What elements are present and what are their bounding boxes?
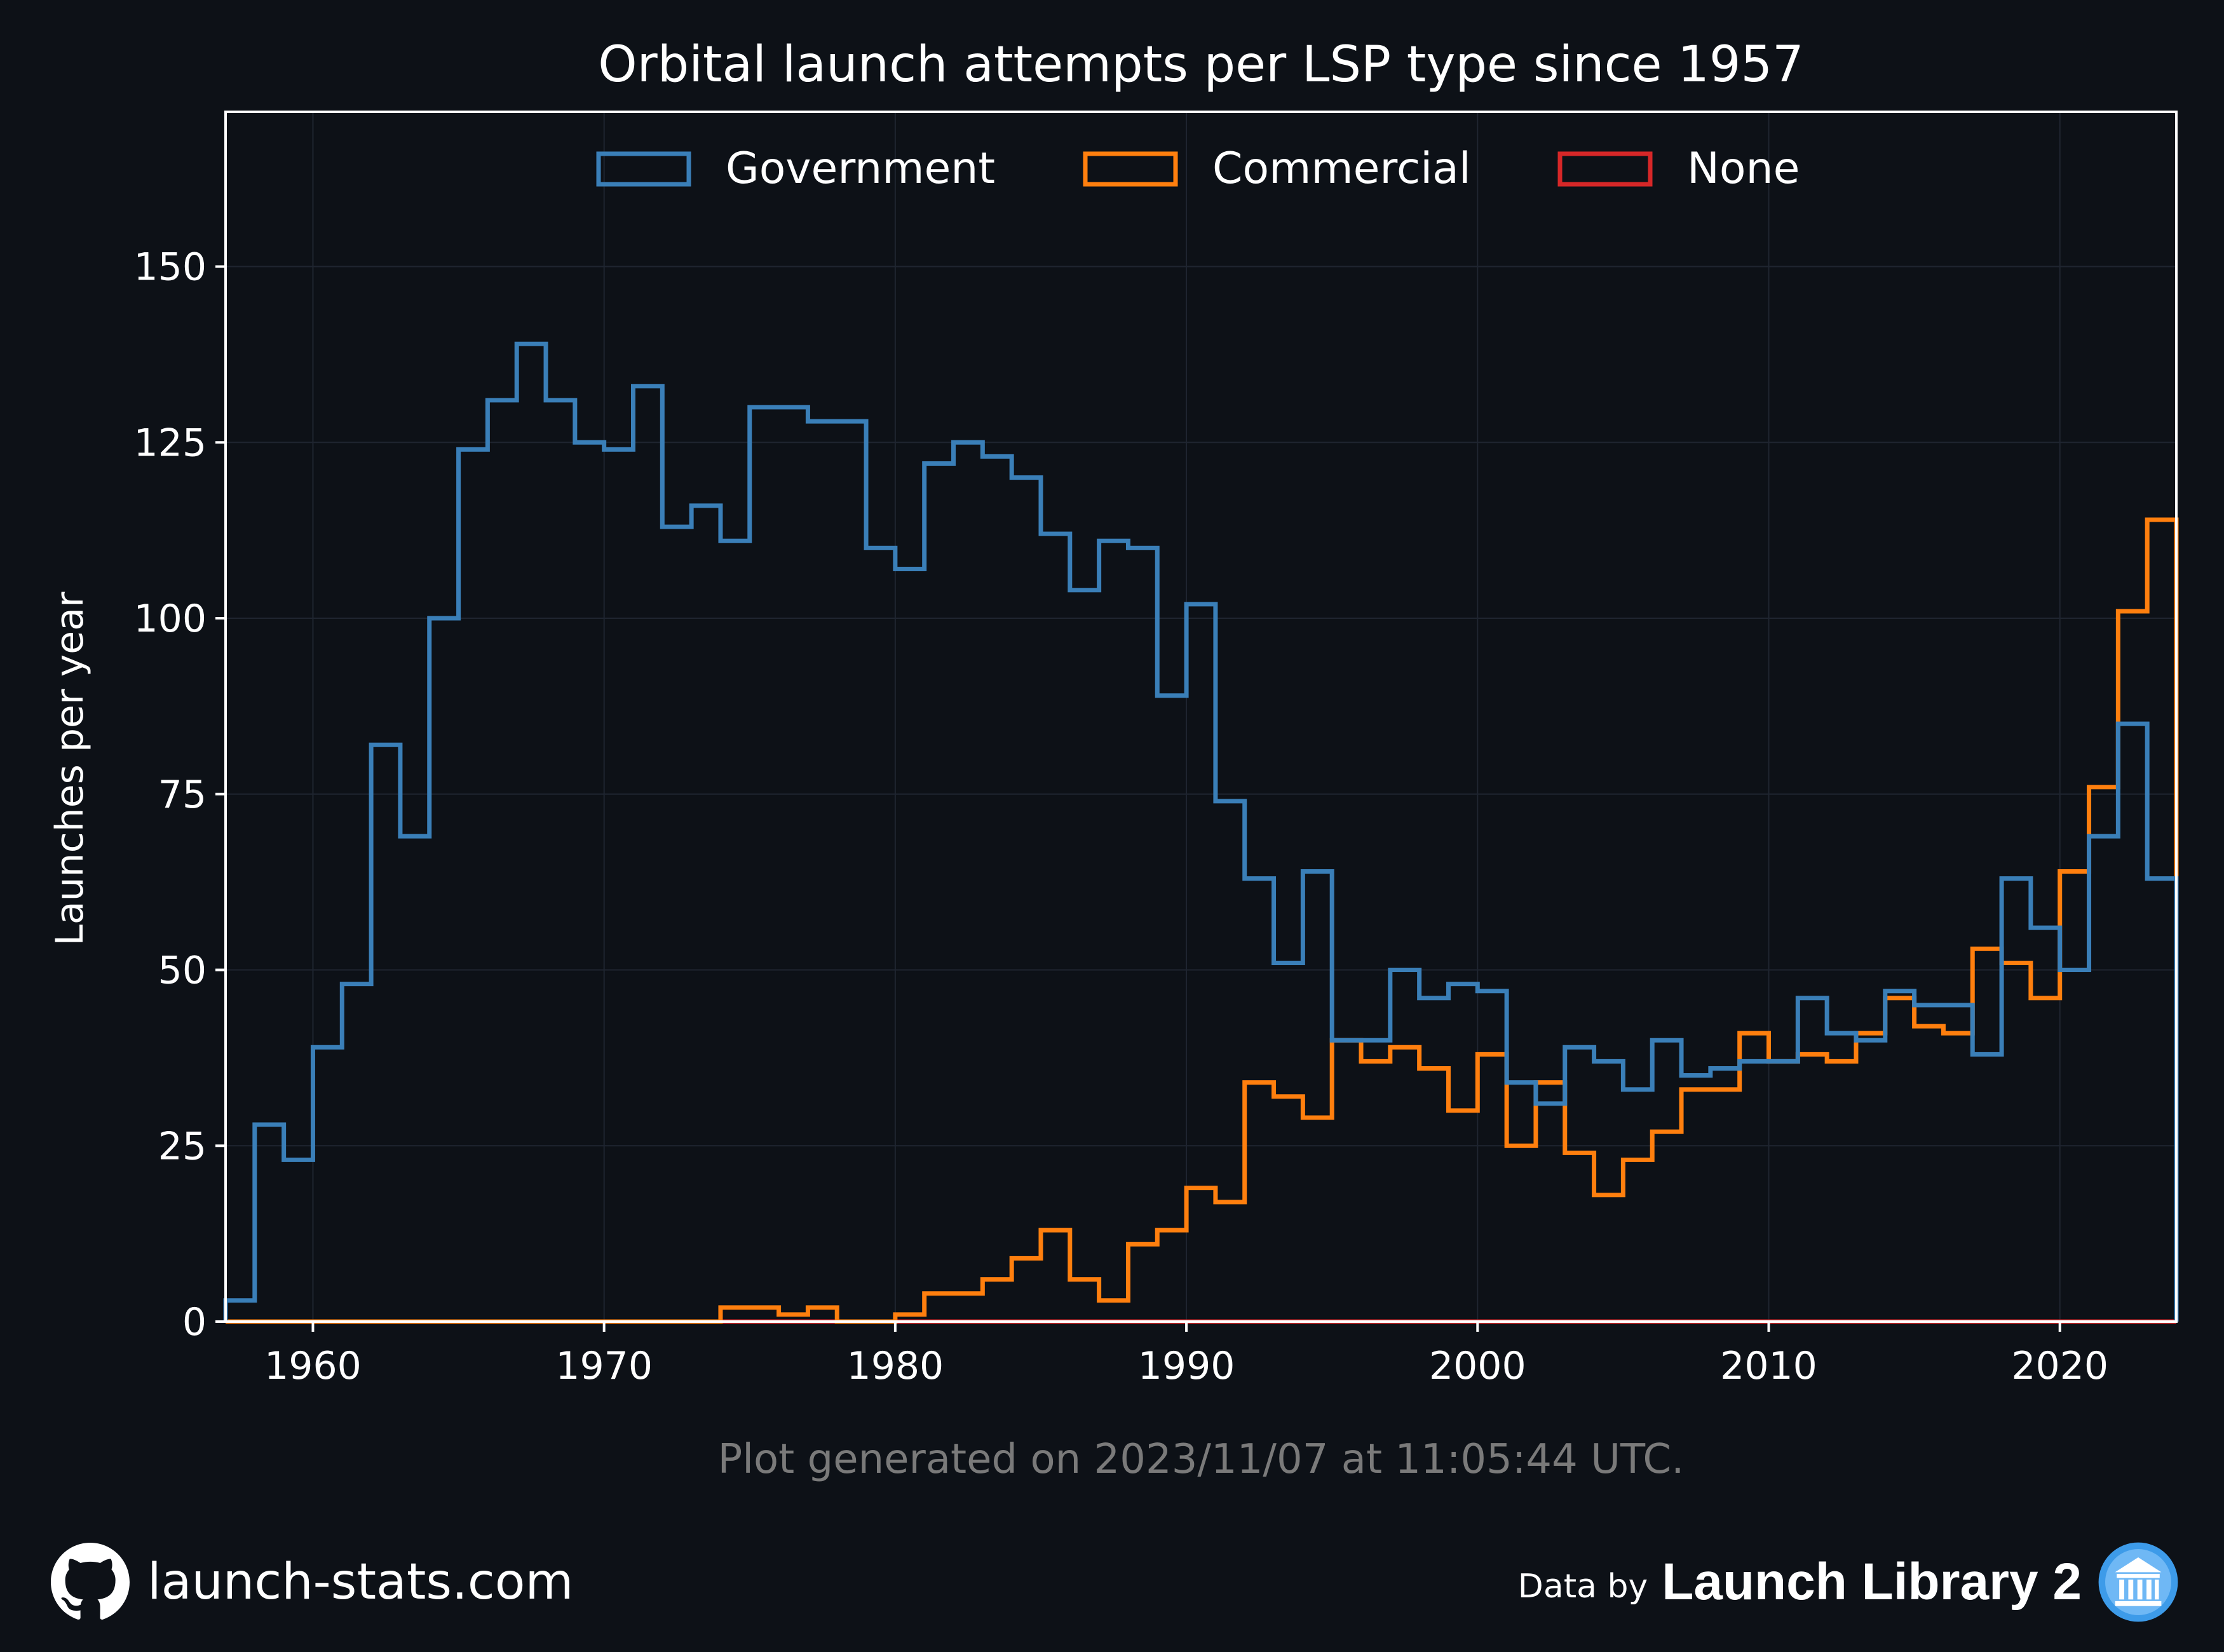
y-tick-label: 25 — [158, 1124, 207, 1168]
y-tick-label: 50 — [158, 949, 207, 993]
legend: Government Commercial None — [596, 144, 1800, 194]
data-by-label: Data by — [1517, 1567, 1648, 1606]
y-tick-label: 0 — [182, 1300, 207, 1344]
y-tick-label: 100 — [133, 597, 207, 641]
legend-label-none: None — [1687, 144, 1800, 194]
generated-caption: Plot generated on 2023/11/07 at 11:05:44… — [718, 1436, 1685, 1483]
legend-label-government: Government — [726, 144, 995, 194]
legend-swatch-none — [1557, 151, 1653, 187]
institution-icon — [2097, 1541, 2180, 1623]
x-tick-label: 1980 — [847, 1344, 944, 1388]
y-tick-label: 75 — [158, 773, 207, 817]
github-icon — [51, 1543, 130, 1622]
legend-swatch-government — [596, 151, 691, 187]
chart-title: Orbital launch attempts per LSP type sin… — [598, 36, 1804, 93]
series-layer — [223, 341, 2179, 1324]
y-tick-label: 150 — [133, 245, 207, 290]
x-tick-label: 2000 — [1429, 1344, 1526, 1388]
footer-site[interactable]: launch-stats.com — [51, 1543, 574, 1622]
y-tick-label: 125 — [133, 421, 207, 465]
x-tick-label: 1970 — [555, 1344, 653, 1388]
library-name: Launch Library 2 — [1662, 1553, 2082, 1611]
grid — [226, 112, 2176, 1322]
footer-attribution: Data by Launch Library 2 — [1517, 1541, 2180, 1623]
series-line-commercial — [226, 517, 2179, 1324]
ticks: 1960 1970 1980 1990 2000 2010 2020 0 25 50 75 100 12… — [133, 245, 2108, 1388]
x-tick-label: 1990 — [1138, 1344, 1235, 1388]
series-line-government — [223, 341, 2179, 1322]
site-link[interactable]: launch-stats.com — [147, 1554, 574, 1611]
y-axis-label: Launches per year — [48, 592, 92, 945]
plot-frame — [224, 111, 2178, 1323]
legend-swatch-commercial — [1083, 151, 1178, 187]
x-tick-label: 1960 — [264, 1344, 362, 1388]
x-tick-label: 2010 — [1720, 1344, 1817, 1388]
x-tick-label: 2020 — [2011, 1344, 2108, 1388]
legend-label-commercial: Commercial — [1212, 144, 1471, 194]
